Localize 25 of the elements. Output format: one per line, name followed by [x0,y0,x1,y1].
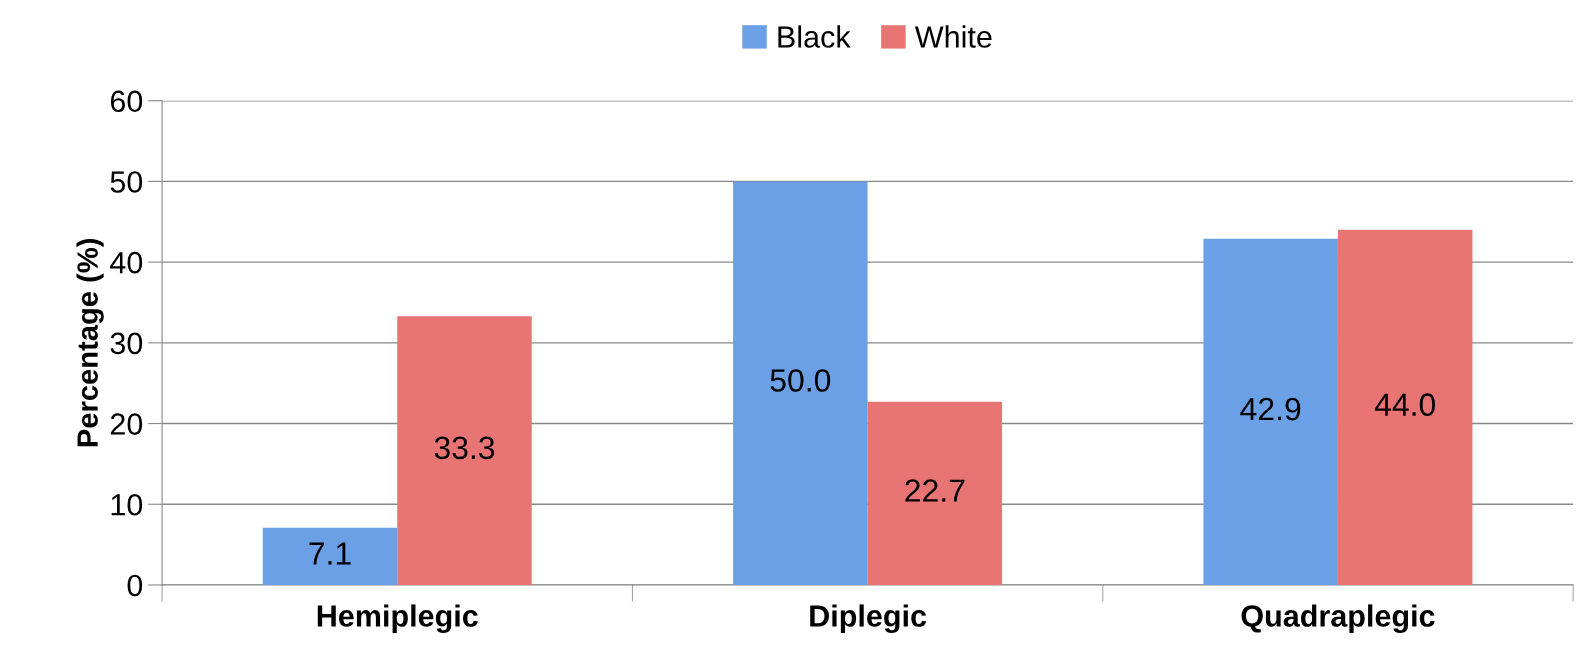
x-tick-label: Diplegic [810,604,927,634]
bar [397,316,532,585]
data-label: 50.0 [770,369,831,392]
x-tick-label: Quadraplegic [1241,604,1435,634]
bar [1337,229,1473,585]
bar [867,401,1003,585]
legend-label: White [914,25,992,48]
legend-label: Black [778,25,851,48]
data-label: 22.7 [905,479,965,502]
data-label: 7.1 [309,542,351,565]
y-tick-label: 20 [110,413,143,435]
y-tick-label: 40 [110,251,143,274]
data-label: 33.3 [434,436,495,460]
y-tick-label: 30 [110,332,143,355]
y-tick-label: 60 [110,90,143,113]
data-label: 44.0 [1374,393,1436,416]
data-label: 42.9 [1240,397,1301,421]
y-axis-title: Percentage (%) [76,238,104,447]
bar [733,181,868,585]
y-tick-label: 50 [110,171,143,193]
bar [1203,238,1338,585]
bar [262,527,398,585]
y-tick-label: 0 [127,574,143,597]
x-tick-label: Hemiplegic [317,604,478,634]
y-tick-label: 10 [111,493,143,516]
